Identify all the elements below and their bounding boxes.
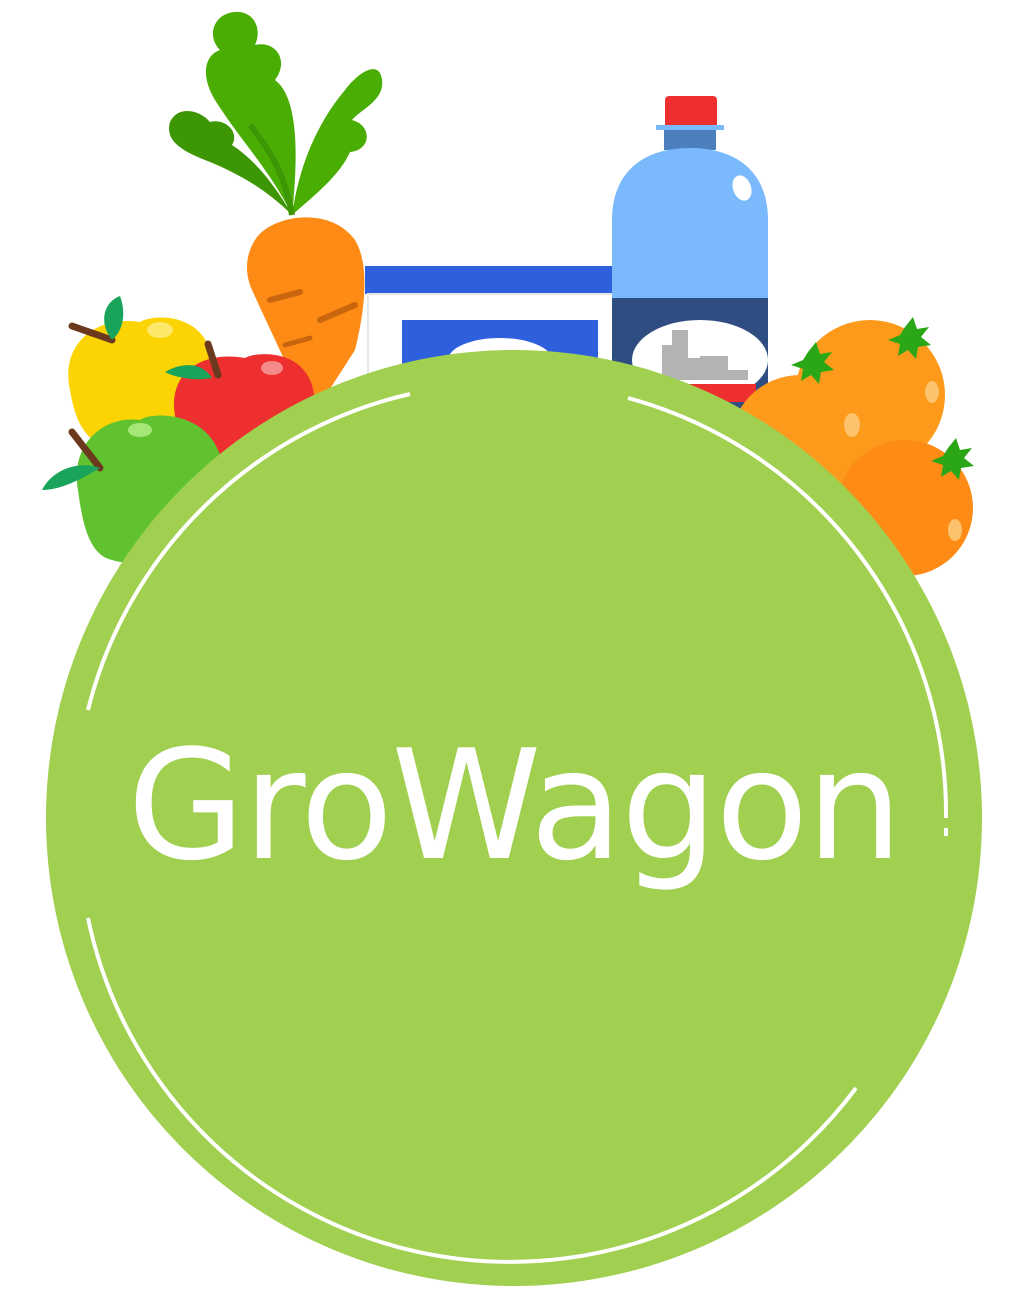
carrot-icon: [169, 11, 383, 420]
brand-name: GroWagon: [127, 717, 900, 894]
badge: [46, 350, 982, 1286]
